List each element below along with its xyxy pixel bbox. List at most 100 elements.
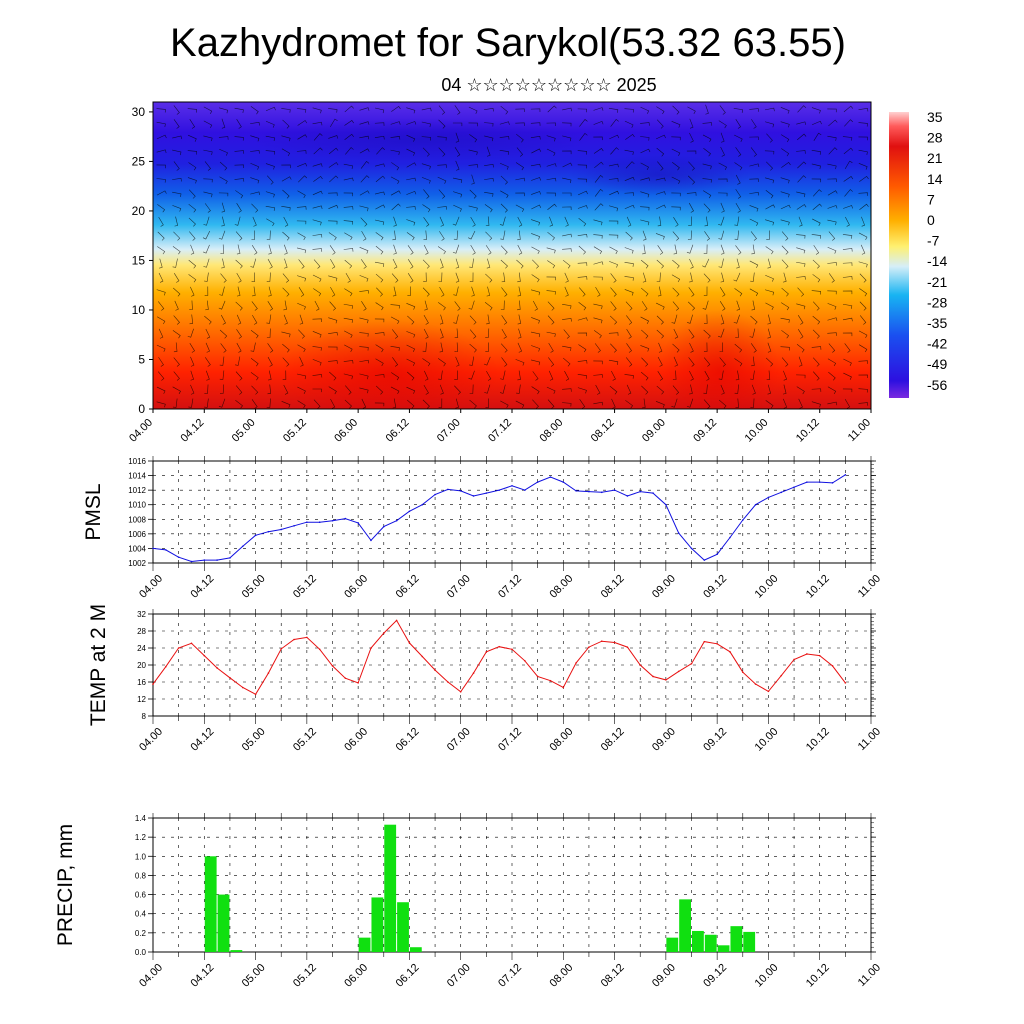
wind-barb (407, 315, 415, 325)
wind-barb (859, 288, 868, 297)
wind-barb (359, 275, 369, 282)
series-point (511, 484, 513, 487)
wind-barb (455, 160, 460, 171)
series-point (524, 489, 526, 491)
wind-barb (250, 177, 260, 184)
wind-barb (688, 161, 695, 171)
wind-barb (314, 300, 320, 311)
heatmap-cold-core-1 (570, 155, 750, 195)
wind-barb (359, 247, 369, 254)
x-tick-label: 10.00 (753, 573, 781, 601)
colorbar-label: 35 (927, 109, 943, 125)
wind-barb (500, 230, 506, 240)
series-point (216, 667, 218, 669)
wind-barb (611, 398, 616, 409)
wind-barb (656, 272, 661, 282)
wind-barb (484, 135, 494, 142)
wind-barb (297, 120, 308, 126)
wind-barb (656, 147, 665, 157)
wind-barb (530, 163, 541, 168)
wind-barb (531, 345, 541, 352)
wind-barb (749, 136, 759, 141)
wind-barb (516, 384, 521, 394)
series-point (831, 482, 834, 484)
wind-barb (579, 399, 586, 409)
wind-barb (796, 386, 805, 395)
x-tick-label: 06.00 (342, 962, 370, 990)
wind-barb (548, 370, 554, 381)
wind-barb (220, 244, 224, 254)
wind-barb (686, 150, 697, 155)
wind-barb (624, 108, 634, 113)
wind-barb (407, 399, 415, 409)
y-axis-title: PMSL (82, 483, 105, 540)
wind-barb (546, 247, 556, 254)
wind-barb (174, 300, 179, 311)
wind-barb (781, 259, 789, 269)
wind-barb (593, 401, 604, 406)
wind-barb (640, 345, 650, 352)
wind-barb (562, 162, 573, 168)
wind-barb (859, 203, 869, 211)
series-point (370, 647, 372, 649)
wind-barb (485, 216, 490, 227)
series-point (652, 492, 654, 494)
wind-barb (406, 331, 416, 338)
wind-barb (374, 163, 385, 167)
series-point (370, 539, 372, 542)
wind-barb (686, 398, 694, 408)
wind-barb (827, 178, 837, 183)
wind-barb (858, 136, 868, 141)
wind-barb (218, 398, 226, 408)
wind-barb (842, 290, 853, 295)
wind-barb (393, 244, 397, 255)
series-point (741, 671, 744, 674)
wind-barb (173, 287, 181, 297)
y-tick-label: 32 (137, 610, 146, 619)
wind-barb (437, 246, 446, 255)
wind-barb (517, 370, 521, 381)
x-tick-label: 07.00 (445, 726, 473, 754)
wind-barb (392, 286, 397, 297)
wind-barb (283, 314, 288, 325)
wind-barb (624, 149, 634, 155)
wind-barb (205, 300, 209, 311)
wind-barb (640, 316, 650, 324)
wind-barb (205, 328, 211, 339)
wind-barb (359, 135, 370, 140)
wind-barb (858, 149, 868, 155)
wind-barb (624, 289, 634, 296)
heatmap-x-tick-label: 06.00 (332, 417, 360, 445)
wind-barb (359, 290, 369, 294)
wind-barb (313, 399, 321, 409)
wind-barb (328, 204, 339, 209)
wind-barb (703, 203, 711, 213)
wind-barb (687, 314, 693, 324)
series-point (459, 690, 462, 693)
wind-barb (735, 202, 741, 213)
wind-barb (343, 303, 353, 309)
wind-barb (218, 192, 229, 197)
y-tick-label: 28 (137, 627, 146, 636)
wind-barb (437, 164, 447, 168)
wind-barb (704, 370, 710, 381)
wind-barb (735, 147, 742, 157)
wind-barb (750, 315, 758, 325)
wind-barb (173, 342, 178, 353)
wind-barb (517, 342, 523, 353)
wind-barb (251, 272, 256, 282)
wind-barb (593, 317, 603, 324)
wind-barb (296, 150, 307, 154)
wind-barb (593, 107, 604, 111)
wind-barb (343, 206, 354, 210)
wind-barb (422, 287, 430, 297)
wind-barb (749, 108, 759, 112)
wind-barb (422, 358, 431, 367)
wind-barb (842, 303, 853, 309)
figure-subtitle: 04 ☆☆☆☆☆☆☆☆☆ 2025 (441, 75, 656, 95)
wind-barb (236, 329, 242, 339)
wind-barb (626, 343, 632, 353)
x-tick-label: 11.00 (856, 726, 883, 753)
wind-barb (454, 370, 458, 380)
wind-barb (484, 204, 493, 213)
